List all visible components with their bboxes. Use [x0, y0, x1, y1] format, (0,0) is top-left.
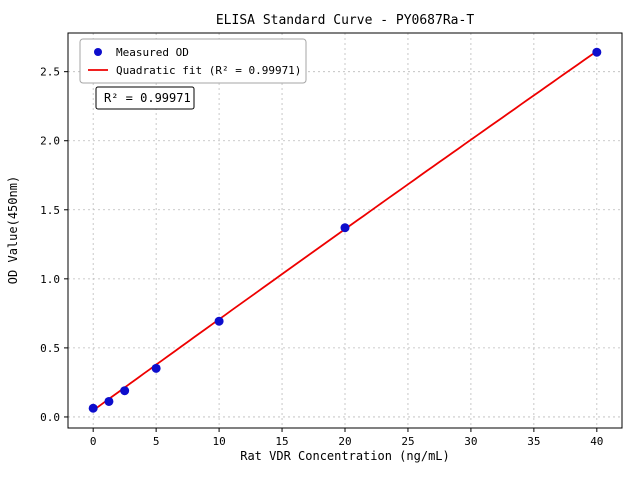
x-tick-label: 15: [275, 435, 288, 448]
chart-title: ELISA Standard Curve - PY0687Ra-T: [216, 13, 474, 28]
y-tick-label: 0.0: [40, 411, 60, 424]
measured-od-point: [214, 316, 224, 326]
data-points: [88, 47, 602, 413]
x-tick-label: 10: [212, 435, 225, 448]
y-tick-label: 1.5: [40, 204, 60, 217]
x-axis-label: Rat VDR Concentration (ng/mL): [240, 449, 450, 463]
legend-label-measured-od: Measured OD: [116, 46, 189, 59]
legend-box: [79, 38, 307, 84]
y-tick-label: 2.5: [40, 66, 60, 79]
r-squared-annotation: R² = 0.99971: [95, 86, 195, 110]
y-axis-label: OD Value(450nm): [6, 176, 20, 284]
measured-od-point: [340, 223, 350, 233]
x-tick-label: 0: [90, 435, 97, 448]
x-tick-label: 5: [153, 435, 160, 448]
x-tick-label: 40: [590, 435, 603, 448]
x-tick-label: 20: [338, 435, 351, 448]
legend-marker-measured-od: [94, 48, 102, 56]
legend: Measured OD Quadratic fit (R² = 0.99971): [79, 38, 307, 84]
measured-od-point: [151, 363, 161, 373]
measured-od-point: [592, 47, 602, 57]
y-tick-label: 0.5: [40, 342, 60, 355]
x-axis-ticks: 0 5 10 15 20 25 30 35 40: [90, 428, 603, 448]
y-axis-ticks: 0.0 0.5 1.0 1.5 2.0 2.5: [40, 66, 68, 424]
x-tick-label: 25: [401, 435, 414, 448]
annotation-text: R² = 0.99971: [104, 91, 191, 105]
y-tick-label: 1.0: [40, 273, 60, 286]
y-tick-label: 2.0: [40, 135, 60, 148]
legend-label-quadratic-fit: Quadratic fit (R² = 0.99971): [116, 64, 301, 77]
measured-od-point: [120, 386, 130, 396]
gridlines: [68, 33, 622, 428]
measured-od-point: [104, 396, 114, 406]
x-tick-label: 35: [527, 435, 540, 448]
measured-od-point: [88, 403, 98, 413]
annotation-box: [95, 86, 195, 110]
x-tick-label: 30: [464, 435, 477, 448]
